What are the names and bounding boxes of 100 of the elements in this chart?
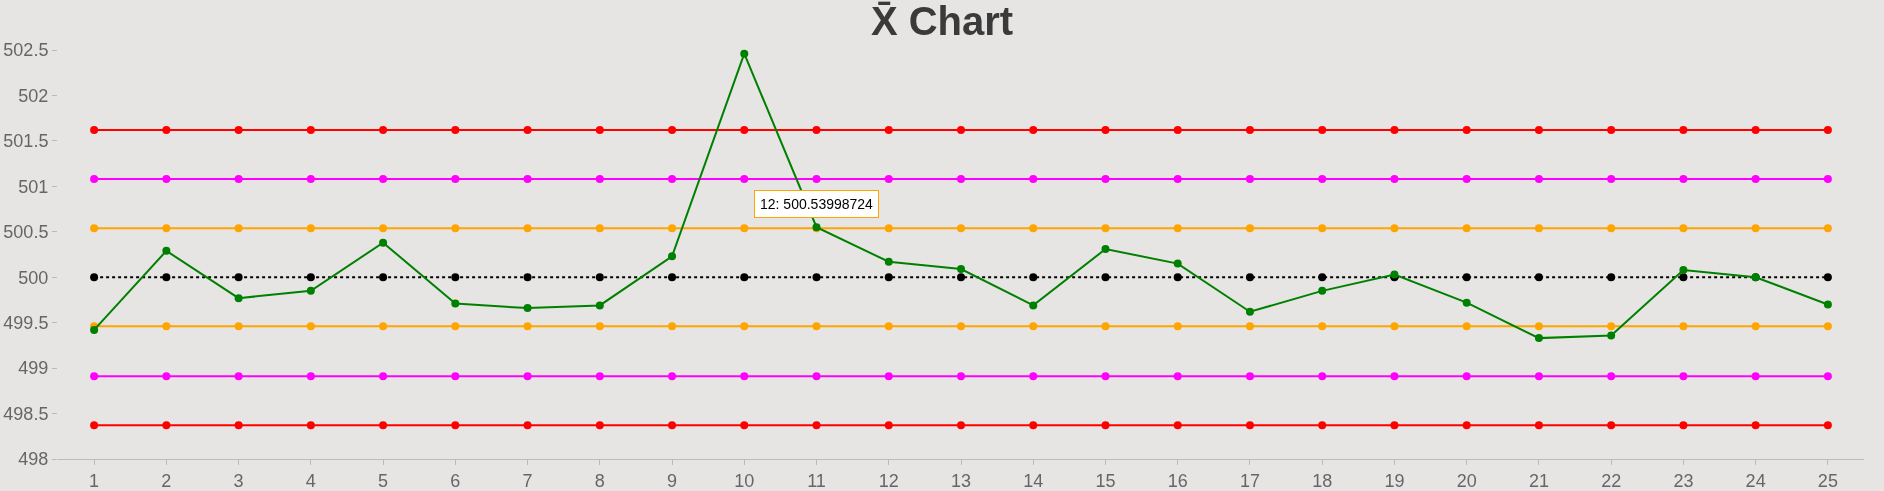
point xyxy=(668,252,677,261)
point xyxy=(1245,372,1254,381)
point xyxy=(1101,421,1110,430)
point xyxy=(1462,298,1471,307)
point xyxy=(379,238,388,247)
point xyxy=(90,421,99,430)
point xyxy=(90,175,99,184)
point xyxy=(957,372,965,381)
x-tick-label: 19 xyxy=(1384,470,1405,491)
point xyxy=(1823,224,1832,233)
point xyxy=(884,322,893,331)
point xyxy=(1462,125,1471,134)
point xyxy=(1679,322,1688,331)
point xyxy=(884,372,893,381)
point xyxy=(1534,175,1543,184)
x-tick-label: 11 xyxy=(807,470,826,491)
point xyxy=(884,273,893,282)
point xyxy=(1534,273,1543,282)
point xyxy=(1173,224,1182,233)
point xyxy=(234,372,243,381)
point xyxy=(1245,273,1254,282)
point xyxy=(523,175,532,184)
point xyxy=(668,175,677,184)
point xyxy=(1173,175,1182,184)
point xyxy=(1318,421,1327,430)
point xyxy=(1462,421,1471,430)
point xyxy=(234,125,243,134)
x-tick-label: 20 xyxy=(1456,470,1477,491)
x-tick-label: 1 xyxy=(89,470,100,491)
x-tick-label: 17 xyxy=(1239,470,1260,491)
point xyxy=(1607,273,1616,282)
point xyxy=(1318,286,1327,295)
point xyxy=(1823,322,1832,331)
x-tick-label: 8 xyxy=(594,470,605,491)
x-tick-label: 2 xyxy=(161,470,172,491)
point xyxy=(884,257,893,266)
point xyxy=(523,125,532,134)
point xyxy=(234,421,243,430)
point xyxy=(523,322,532,331)
point xyxy=(1245,307,1254,316)
point xyxy=(668,273,677,282)
point xyxy=(523,273,532,282)
x-tick-label: 14 xyxy=(1023,470,1044,491)
point xyxy=(1390,421,1399,430)
point xyxy=(740,49,749,58)
point xyxy=(1607,322,1616,331)
point xyxy=(234,224,243,233)
point xyxy=(234,175,243,184)
point xyxy=(1173,322,1182,331)
point xyxy=(1101,322,1110,331)
point xyxy=(1173,273,1182,282)
point xyxy=(957,273,965,282)
point xyxy=(379,273,388,282)
y-tick-label: 500.5 xyxy=(3,222,49,243)
y-tick-label: 501 xyxy=(18,176,49,197)
point xyxy=(1245,322,1254,331)
point xyxy=(1534,421,1543,430)
point xyxy=(306,421,315,430)
point xyxy=(957,224,965,233)
point xyxy=(740,421,749,430)
point xyxy=(812,322,821,331)
x-tick-label: 23 xyxy=(1673,470,1694,491)
point xyxy=(1101,125,1110,134)
point xyxy=(1101,372,1110,381)
point xyxy=(595,175,604,184)
point xyxy=(668,322,677,331)
point xyxy=(595,125,604,134)
point xyxy=(162,273,171,282)
annotation: 12: 500.53998724 xyxy=(760,196,874,212)
point xyxy=(1534,224,1543,233)
point xyxy=(595,273,604,282)
point xyxy=(1318,175,1327,184)
point xyxy=(740,175,749,184)
point xyxy=(1534,322,1543,331)
point xyxy=(306,125,315,134)
point xyxy=(1101,175,1110,184)
point xyxy=(1679,421,1688,430)
point xyxy=(379,372,388,381)
point xyxy=(1823,372,1832,381)
x-tick-label: 15 xyxy=(1095,470,1116,491)
point xyxy=(1679,224,1688,233)
point xyxy=(595,421,604,430)
point xyxy=(884,125,893,134)
point xyxy=(1823,125,1832,134)
x-tick-label: 10 xyxy=(734,470,755,491)
point xyxy=(90,372,99,381)
point xyxy=(1101,245,1110,254)
point xyxy=(1101,224,1110,233)
point xyxy=(1823,273,1832,282)
point xyxy=(306,372,315,381)
point xyxy=(451,322,460,331)
point xyxy=(1751,224,1760,233)
point xyxy=(306,286,315,295)
y-tick-label: 500 xyxy=(18,267,49,288)
x-tick-label: 18 xyxy=(1312,470,1333,491)
point xyxy=(234,294,243,303)
x-tick-label: 5 xyxy=(378,470,389,491)
point xyxy=(451,273,460,282)
point xyxy=(523,224,532,233)
point xyxy=(162,322,171,331)
